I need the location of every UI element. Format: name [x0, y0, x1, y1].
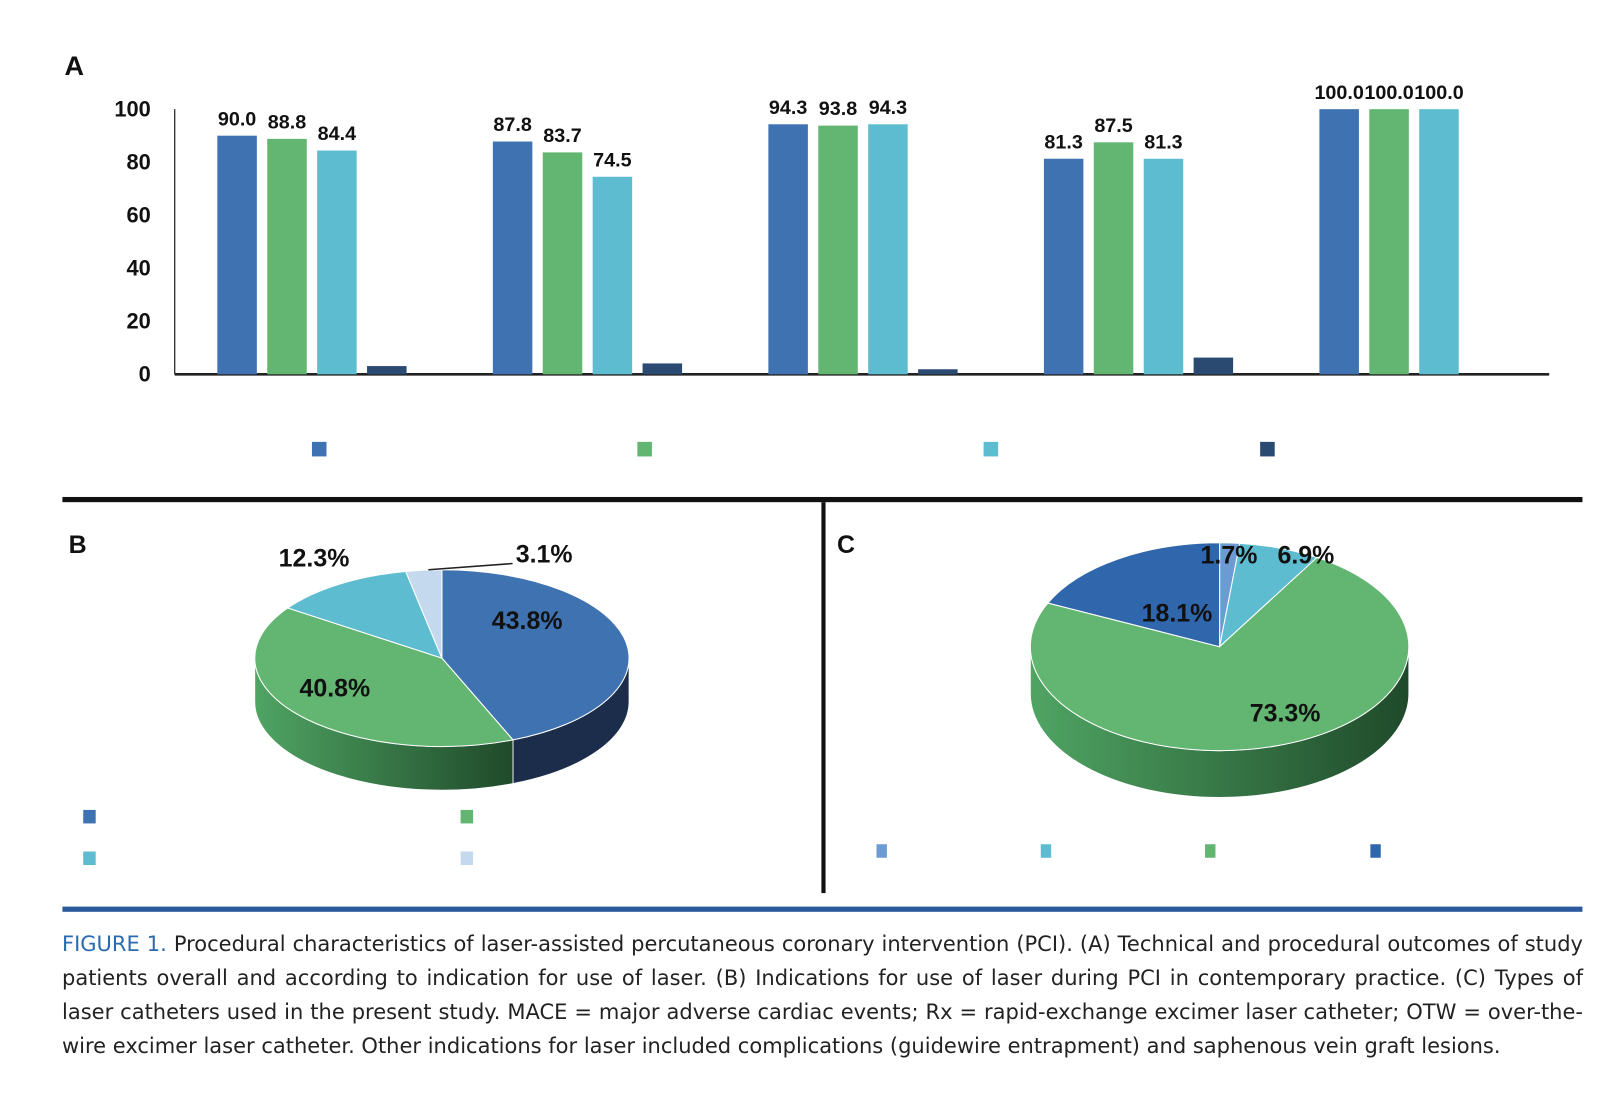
legend-swatch [983, 441, 999, 457]
pie-slice-balloon-undilatable-lesion [254, 607, 514, 747]
bar-mace [367, 366, 407, 375]
bar-laser-success [317, 150, 357, 375]
legend-swatch [83, 851, 96, 866]
bar-data-label: 100.0 [1364, 82, 1413, 104]
legend-swatch [83, 809, 96, 824]
bar-procedural-success [267, 138, 307, 375]
caption-label: FIGURE 1. [62, 932, 167, 956]
pie-data-label: 43.8% [492, 607, 563, 635]
pie-data-label: 12.3% [279, 545, 350, 573]
bar-procedural-success [542, 152, 583, 375]
legend-swatch [311, 441, 327, 457]
bar-mace [918, 369, 958, 375]
y-tick-label: 80 [127, 149, 151, 174]
bar-procedural-success [1093, 142, 1134, 375]
pie-slice-0-9-mm-rx [1029, 556, 1410, 752]
caption-text: Procedural characteristics of laser-assi… [62, 932, 1583, 1058]
bar-data-label: 81.3 [1144, 131, 1182, 153]
panel-c-pie-chart: C 1.7% 6.9% 73.3% 18.1% [837, 531, 1410, 858]
bar-technical-success [217, 135, 257, 375]
legend-swatch [1260, 441, 1275, 457]
pie-data-label: 1.7% [1201, 542, 1258, 570]
bar-technical-success [1319, 109, 1359, 375]
bar-data-label: 100.0 [1314, 82, 1363, 104]
leader-line [428, 562, 513, 571]
bar-laser-success [1143, 158, 1184, 375]
bar-data-label: 87.5 [1094, 115, 1132, 137]
legend-swatch [460, 809, 474, 824]
legend-swatch [637, 441, 652, 457]
vertical-divider [821, 502, 826, 894]
bar-technical-success [768, 124, 808, 375]
bar-data-label: 88.8 [268, 111, 306, 133]
y-tick-label: 20 [127, 309, 151, 334]
legend-swatch [876, 844, 887, 858]
caption-rule [62, 906, 1583, 912]
bar-technical-success [1043, 158, 1084, 375]
legend-swatch [1370, 844, 1381, 858]
panel-label-c: C [837, 531, 855, 559]
panel-b-pie-chart: B 43.8% 40.8% 12.3% 3.1% [69, 531, 630, 866]
bar-data-label: 74.5 [593, 149, 631, 171]
legend-swatch [1040, 844, 1052, 858]
bar-laser-success [592, 176, 633, 375]
bar-data-label: 93.8 [819, 98, 857, 120]
pie-slice-0-9-mm-otw [1046, 542, 1221, 648]
bar-mace [642, 363, 683, 375]
bar-mace [1193, 357, 1234, 375]
y-tick-label: 40 [127, 256, 151, 281]
pie-slice-other [404, 569, 443, 659]
y-tick-label: 100 [114, 96, 150, 121]
legend-swatch [1205, 844, 1216, 858]
panel-label-b: B [69, 531, 87, 559]
y-tick-label: 0 [139, 362, 151, 387]
bar-technical-success [492, 141, 533, 375]
panel-a-bar-chart: A 0 20 40 60 80 100 90.0 88.8 84.4 87.8 83.7 74.5 94.… [64, 51, 1550, 457]
bar-data-label: 100.0 [1414, 82, 1463, 104]
bar-procedural-success [818, 125, 858, 375]
bar-data-label: 84.4 [318, 123, 356, 145]
bar-procedural-success [1369, 109, 1409, 375]
pie-data-label: 6.9% [1277, 542, 1334, 570]
pie-slice-thrombus [286, 570, 443, 659]
pie-data-label: 73.3% [1250, 700, 1321, 728]
bar-laser-success [868, 124, 908, 375]
legend-swatch [460, 851, 474, 866]
figure-caption: FIGURE 1. Procedural characteristics of … [62, 927, 1583, 1063]
bar-data-label: 94.3 [869, 97, 907, 119]
pie-data-label: 18.1% [1142, 600, 1213, 628]
bar-data-label: 81.3 [1044, 131, 1082, 153]
bar-data-label: 83.7 [543, 125, 581, 147]
bar-data-label: 87.8 [493, 114, 531, 136]
pie-slice-balloon-uncrossable-lesion [441, 569, 630, 741]
bar-data-label: 90.0 [218, 108, 256, 130]
y-tick-label: 60 [127, 202, 151, 227]
horizontal-divider [62, 496, 1583, 503]
pie-data-label: 40.8% [299, 675, 370, 703]
bar-data-label: 94.3 [769, 97, 807, 119]
panel-label-a: A [64, 51, 84, 81]
bar-laser-success [1419, 109, 1459, 375]
pie-data-label: 3.1% [516, 540, 573, 568]
